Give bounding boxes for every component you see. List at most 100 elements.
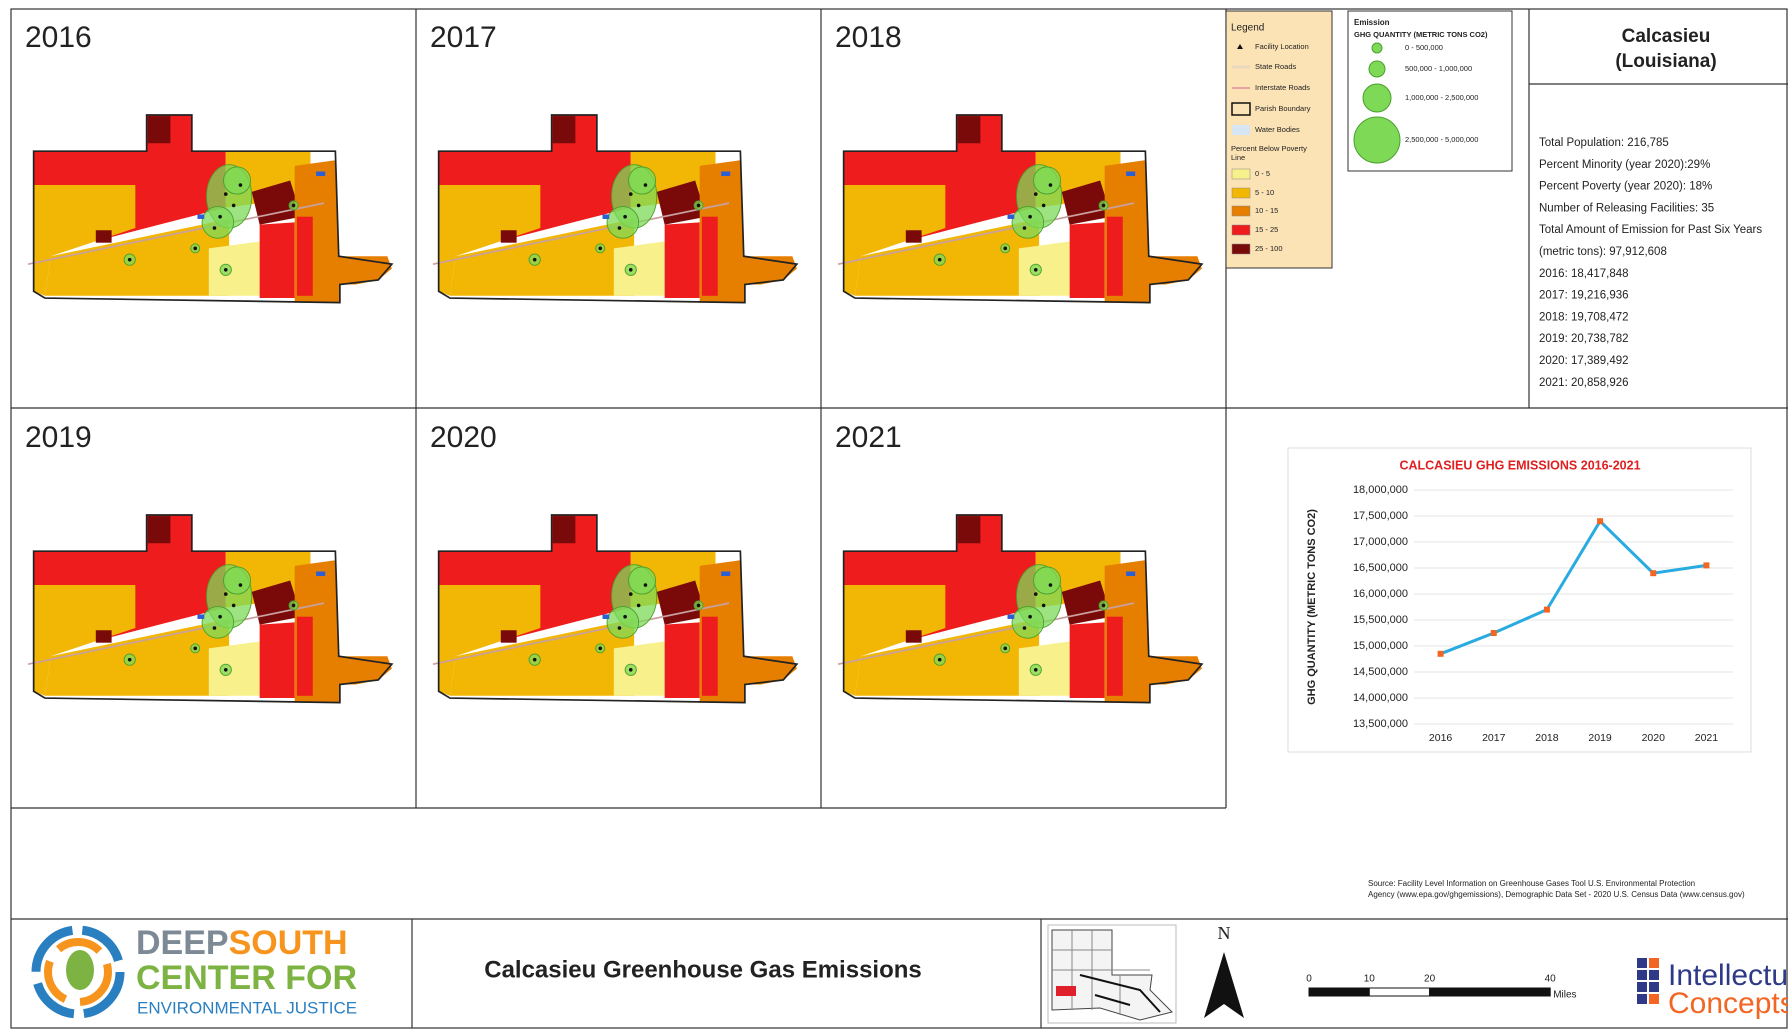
inset-parishes xyxy=(1052,930,1150,1015)
map-year: 2016 xyxy=(25,21,92,54)
parish-map xyxy=(837,114,1203,304)
info-line: 2018: 19,708,472 xyxy=(1539,311,1629,323)
x-tick-label: 2021 xyxy=(1695,732,1719,744)
parish-map xyxy=(27,514,393,704)
legend-class: 15 - 25 xyxy=(1255,225,1278,234)
line xyxy=(1440,518,1707,656)
legend-title: Legend xyxy=(1231,23,1264,34)
source: Agency (www.epa.gov/ghgemissions), Demog… xyxy=(1368,890,1745,899)
info-line: Total Population: 216,785 xyxy=(1539,137,1669,149)
scale-unit: Miles xyxy=(1553,990,1576,1001)
legend-swatch xyxy=(1231,224,1251,236)
logo-square xyxy=(1637,982,1647,992)
x-tick-label: 2017 xyxy=(1482,732,1506,744)
emission-class: 2,500,000 - 5,000,000 xyxy=(1405,135,1478,144)
inset-map xyxy=(1047,924,1177,1024)
logo-left: DEEPSOUTH CENTER FOR ENVIRONMENTAL JUSTI… xyxy=(31,924,357,1019)
emission-circle xyxy=(1353,116,1401,164)
marker xyxy=(1703,562,1710,569)
logo-text: ENVIRONMENTAL JUSTICE xyxy=(137,998,357,1017)
footer-title: Calcasieu Greenhouse Gas Emissions xyxy=(484,956,922,983)
legend-item: Facility Location xyxy=(1255,42,1309,51)
source: Source: Facility Level Information on Gr… xyxy=(1368,879,1695,888)
y-tick-label: 14,000,000 xyxy=(1353,692,1408,704)
scale-label: 20 xyxy=(1424,974,1436,985)
x-tick-label: 2018 xyxy=(1535,732,1559,744)
parish-map xyxy=(27,114,393,304)
logo-ring xyxy=(44,938,112,1006)
emission-circle xyxy=(1371,42,1383,54)
logo-right: Intellectual Concepts xyxy=(1637,958,1788,1020)
chart-frame xyxy=(1287,447,1752,753)
parish-map xyxy=(432,514,798,704)
info-line: 2016: 18,417,848 xyxy=(1539,268,1629,280)
y-tick-label: 13,500,000 xyxy=(1353,718,1408,730)
logo-word: SOUTH xyxy=(229,924,348,962)
info-line: (metric tons): 97,912,608 xyxy=(1539,246,1667,258)
legend-class: 25 - 100 xyxy=(1255,244,1283,253)
emission-class: 1,000,000 - 2,500,000 xyxy=(1405,93,1478,102)
x-tick-label: 2019 xyxy=(1588,732,1612,744)
legend-swatch xyxy=(1231,187,1251,199)
north-arrow xyxy=(1204,952,1244,1018)
y-tick-label: 18,000,000 xyxy=(1353,484,1408,496)
info-line: Number of Releasing Facilities: 35 xyxy=(1539,202,1714,214)
legend-item: State Roads xyxy=(1255,62,1297,71)
legend-poverty-title: Percent Below Poverty Line xyxy=(1231,144,1307,162)
legend-symbol xyxy=(1237,44,1243,49)
logo-square xyxy=(1637,958,1647,968)
info-line: Percent Minority (year 2020):29% xyxy=(1539,159,1710,171)
legend-swatch xyxy=(1231,168,1251,180)
legend-item: Water Bodies xyxy=(1255,125,1300,134)
logo-text: DEEPSOUTH xyxy=(136,924,348,962)
y-axis-label: GHG QUANTITY (METRIC TONS CO2) xyxy=(1306,509,1318,705)
outer-border xyxy=(10,8,1788,1029)
info-line: Total Amount of Emission for Past Six Ye… xyxy=(1539,224,1762,236)
parish-map xyxy=(432,114,798,304)
y-tick-label: 17,500,000 xyxy=(1353,510,1408,522)
emission-class: 0 - 500,000 xyxy=(1405,43,1443,52)
x-tick-label: 2016 xyxy=(1429,732,1453,744)
logo-text: Concepts xyxy=(1668,987,1788,1020)
logo-text: Intellectual xyxy=(1668,959,1788,992)
legend-symbol xyxy=(1232,125,1250,135)
parish-map xyxy=(837,514,1203,704)
info-title: Calcasieu xyxy=(1622,26,1711,47)
info-line: 2020: 17,389,492 xyxy=(1539,355,1629,367)
inset-state xyxy=(1051,929,1173,1021)
marker xyxy=(1650,570,1657,577)
map-year: 2018 xyxy=(835,21,902,54)
y-tick-label: 14,500,000 xyxy=(1353,666,1408,678)
logo-square xyxy=(1649,958,1659,968)
chart-title: CALCASIEU GHG EMISSIONS 2016-2021 xyxy=(1399,458,1640,472)
info-line: 2021: 20,858,926 xyxy=(1539,377,1629,389)
emission-circle xyxy=(1362,83,1392,113)
marker xyxy=(1490,630,1497,636)
scale-segment xyxy=(1308,987,1370,997)
logo-text: CENTER FOR xyxy=(136,959,357,997)
info-title: (Louisiana) xyxy=(1615,51,1716,72)
map-year: 2017 xyxy=(430,21,497,54)
y-tick-label: 17,000,000 xyxy=(1353,536,1408,548)
logo-square xyxy=(1637,994,1647,1004)
info-line: 2017: 19,216,936 xyxy=(1539,290,1629,302)
legend-swatch xyxy=(1231,243,1251,255)
logo-ring xyxy=(31,925,125,1019)
legend-class: 10 - 15 xyxy=(1255,206,1278,215)
logo-square xyxy=(1637,970,1647,980)
marker xyxy=(1597,518,1604,525)
y-tick-label: 16,000,000 xyxy=(1353,588,1408,600)
map-year: 2019 xyxy=(25,421,92,454)
legend-class: 0 - 5 xyxy=(1255,169,1270,178)
emission-subtitle: GHG QUANTITY (METRIC TONS CO2) xyxy=(1354,30,1488,39)
logo-word: DEEP xyxy=(136,924,229,962)
legend-item: Parish Boundary xyxy=(1255,104,1311,113)
logo-square xyxy=(1649,982,1659,992)
scale-segment xyxy=(1368,987,1431,997)
legend-swatch xyxy=(1231,205,1251,217)
info-line: 2019: 20,738,782 xyxy=(1539,333,1629,345)
y-tick-label: 16,500,000 xyxy=(1353,562,1408,574)
scale-label: 40 xyxy=(1545,974,1557,985)
logo-square xyxy=(1649,970,1659,980)
